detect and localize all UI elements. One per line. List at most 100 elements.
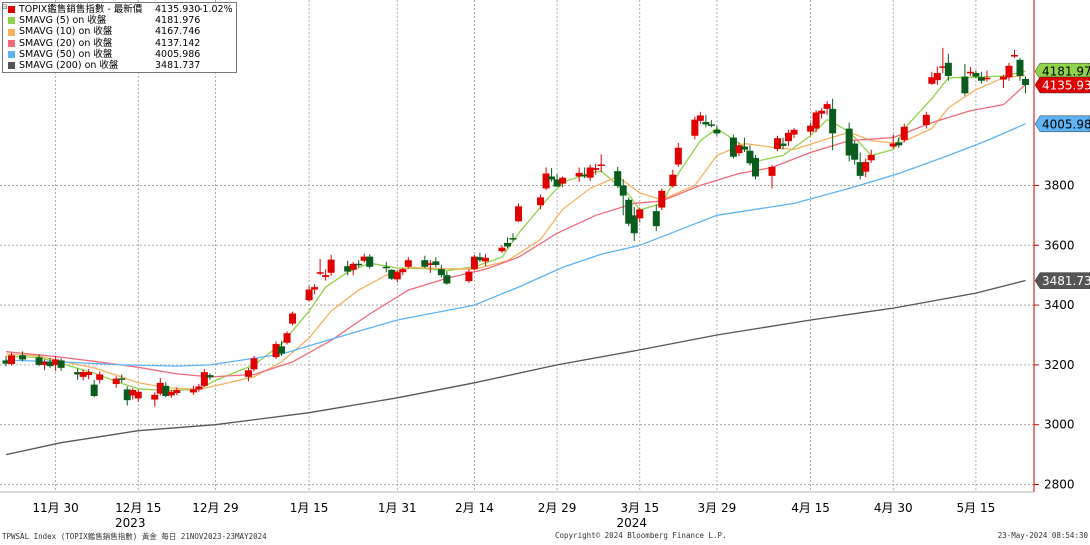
candle-body xyxy=(812,112,820,129)
candle-body xyxy=(625,199,633,224)
chart-legend[interactable]: ⊟ TOPIX鑑售銷售指數 - 最新價 4135.930 -1.02% SMAV… xyxy=(2,2,237,74)
candle xyxy=(966,66,974,76)
candle xyxy=(961,64,969,96)
candle-body xyxy=(278,346,286,354)
candle-body xyxy=(388,269,396,279)
y-tick-label: 3200 xyxy=(1044,358,1075,372)
candle-body xyxy=(244,370,252,377)
candle xyxy=(592,163,600,175)
candle-body xyxy=(283,333,291,343)
candle-body xyxy=(360,256,368,261)
candle xyxy=(785,129,793,146)
candle-body xyxy=(972,72,980,77)
candle xyxy=(597,154,605,173)
candle-body xyxy=(316,272,324,274)
candle xyxy=(939,47,947,73)
candle-body xyxy=(586,167,594,178)
candle-body xyxy=(851,143,859,160)
legend-collapse-icon[interactable]: ⊟ xyxy=(2,3,8,11)
candle xyxy=(669,169,677,188)
grid xyxy=(0,0,1034,492)
candle xyxy=(278,340,286,356)
candle-body xyxy=(548,176,556,180)
candle xyxy=(1005,62,1013,81)
candle xyxy=(476,252,484,263)
candle xyxy=(862,158,870,178)
price-tag-box xyxy=(1034,115,1090,133)
candle-body xyxy=(206,375,214,378)
x-tick-label: 1月 31 xyxy=(378,501,417,515)
y-tick-label: 3800 xyxy=(1044,178,1075,192)
candle-body xyxy=(774,138,782,149)
y-tick-label: 3000 xyxy=(1044,418,1075,432)
candle xyxy=(470,254,478,271)
candle xyxy=(327,254,335,276)
candle xyxy=(481,254,489,267)
candle-body xyxy=(746,150,754,164)
candle xyxy=(57,358,65,371)
candles xyxy=(2,47,1030,407)
ma-line xyxy=(5,123,1026,367)
candle-body xyxy=(889,143,897,147)
footer-security-info: TPWSAL Index (TOPIX鑑售銷售指數) 黃金 每日 21NOV20… xyxy=(2,532,267,541)
candle-body xyxy=(123,389,131,401)
candle xyxy=(630,206,638,242)
candle-body xyxy=(509,238,517,240)
candle xyxy=(658,188,666,210)
candle-body xyxy=(630,215,638,234)
candle xyxy=(509,233,517,242)
candle-body xyxy=(553,179,561,187)
candle-body xyxy=(151,394,159,400)
legend-value: 4135.930 xyxy=(155,4,201,15)
candle-body xyxy=(134,391,142,399)
candle xyxy=(421,255,429,268)
candle-body xyxy=(349,263,357,270)
x-tick-label: 1月 15 xyxy=(290,501,329,515)
candle xyxy=(437,264,445,278)
ma-line xyxy=(5,279,1026,456)
candle-body xyxy=(713,129,721,134)
candle-body xyxy=(922,114,930,126)
candle-body xyxy=(189,389,197,393)
price-tag-box xyxy=(1034,76,1090,94)
x-tick-label: 2月 29 xyxy=(538,501,577,515)
candle-body xyxy=(355,263,363,266)
x-year-label: 2023 xyxy=(115,516,146,530)
candle-body xyxy=(674,147,682,165)
legend-item: SMAVG (20) on 收盤 4137.142 xyxy=(5,38,233,49)
candle-body xyxy=(344,266,352,272)
candle-body xyxy=(289,313,297,324)
candle-body xyxy=(636,209,644,219)
candle xyxy=(167,390,175,398)
candle-body xyxy=(195,386,203,390)
candle-body xyxy=(807,125,815,132)
candle xyxy=(200,369,208,388)
candle xyxy=(366,254,374,269)
candle-body xyxy=(818,110,826,114)
candle xyxy=(305,285,313,302)
legend-value: 4137.142 xyxy=(155,37,201,49)
candle-body xyxy=(437,269,445,276)
candle xyxy=(818,108,826,119)
legend-label: SMAVG (20) on 收盤 xyxy=(19,37,113,49)
candle xyxy=(559,176,567,188)
candle-body xyxy=(476,257,484,261)
candle-body xyxy=(305,289,313,301)
candle xyxy=(751,154,759,180)
candle xyxy=(432,257,440,268)
candle-body xyxy=(470,256,478,270)
candle-body xyxy=(426,263,434,265)
legend-swatch xyxy=(8,62,15,70)
candle xyxy=(52,355,60,371)
candle-body xyxy=(707,124,715,126)
candle-body xyxy=(498,247,506,252)
candle-body xyxy=(1022,78,1030,85)
ma-line xyxy=(5,70,1026,392)
candle xyxy=(399,267,407,276)
legend-label: SMAVG (50) on 收盤 xyxy=(19,48,113,60)
candle-body xyxy=(1005,65,1013,78)
candle-body xyxy=(79,372,87,377)
candle-body xyxy=(856,162,864,176)
candle-body xyxy=(939,66,947,68)
candle xyxy=(652,204,660,231)
